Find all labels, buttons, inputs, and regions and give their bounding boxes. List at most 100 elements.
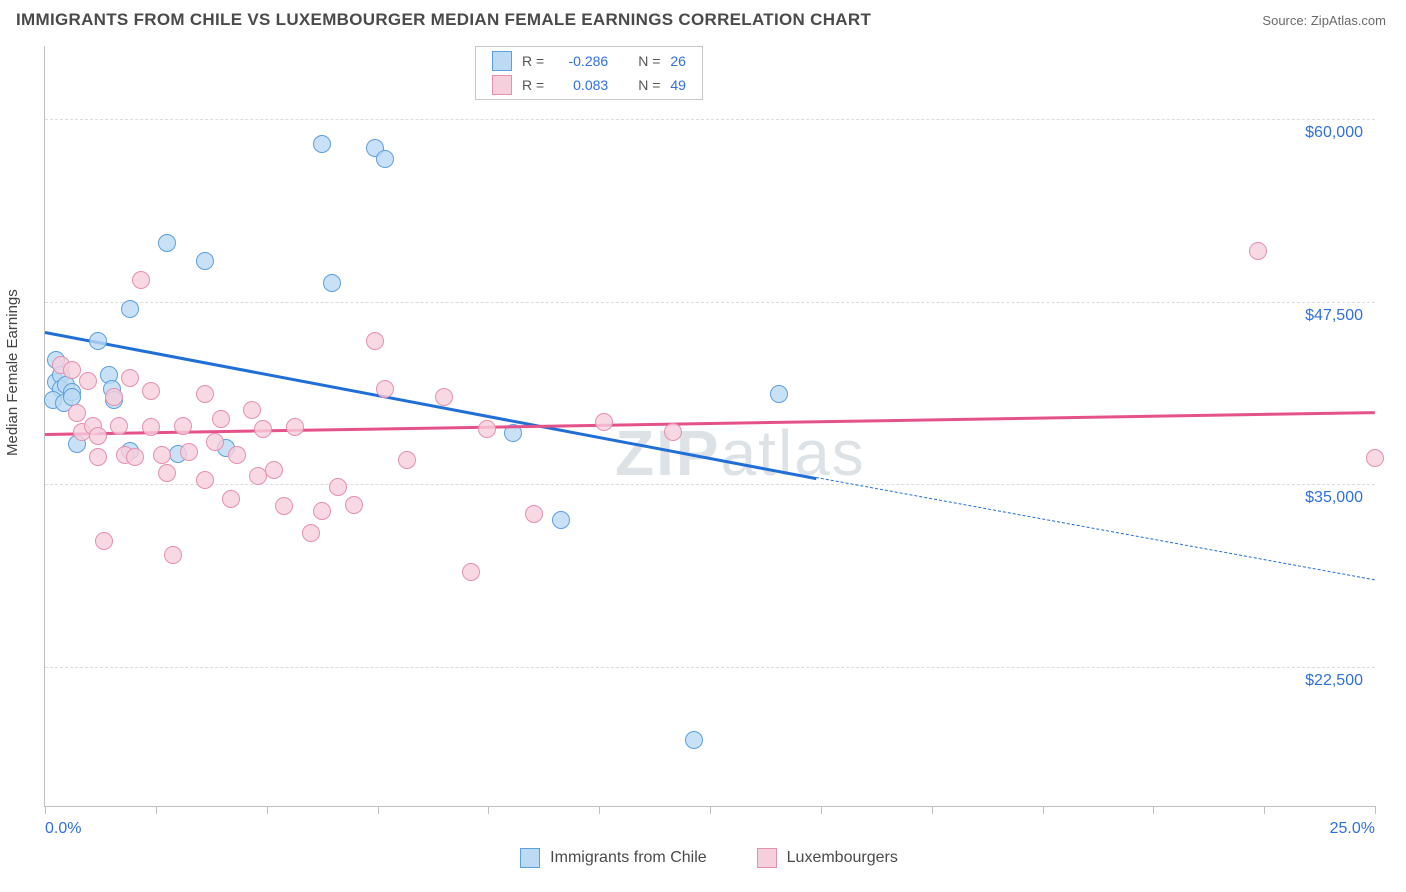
x-tick	[156, 806, 157, 814]
data-point	[228, 446, 246, 464]
data-point	[89, 427, 107, 445]
data-point	[105, 388, 123, 406]
legend-swatch	[492, 51, 512, 71]
legend-swatch	[492, 75, 512, 95]
legend-swatch	[520, 848, 540, 868]
data-point	[180, 443, 198, 461]
data-point	[323, 274, 341, 292]
data-point	[206, 433, 224, 451]
r-value: -0.286	[554, 53, 608, 69]
data-point	[345, 496, 363, 514]
legend-label: Luxembourgers	[787, 849, 898, 867]
r-value: 0.083	[554, 77, 608, 93]
data-point	[158, 234, 176, 252]
data-point	[313, 502, 331, 520]
data-point	[275, 497, 293, 515]
data-point	[121, 300, 139, 318]
data-point	[435, 388, 453, 406]
plot-area: R =-0.286N =26R =0.083N =49 ZIPatlas $22…	[44, 46, 1375, 807]
r-label: R =	[522, 77, 544, 93]
x-tick	[488, 806, 489, 814]
data-point	[770, 385, 788, 403]
stats-row: R = -0.286 N = 26	[476, 49, 702, 73]
x-tick	[710, 806, 711, 814]
data-point	[376, 380, 394, 398]
data-point	[478, 420, 496, 438]
data-point	[313, 135, 331, 153]
data-point	[595, 413, 613, 431]
data-point	[462, 563, 480, 581]
data-point	[142, 382, 160, 400]
x-tick	[267, 806, 268, 814]
data-point	[174, 417, 192, 435]
header: IMMIGRANTS FROM CHILE VS LUXEMBOURGER ME…	[0, 0, 1406, 36]
data-point	[164, 546, 182, 564]
legend-label: Immigrants from Chile	[550, 849, 706, 867]
data-point	[366, 332, 384, 350]
gridline	[45, 119, 1375, 120]
x-tick	[378, 806, 379, 814]
x-tick	[1375, 806, 1376, 814]
gridline	[45, 484, 1375, 485]
data-point	[132, 271, 150, 289]
stats-box: R = -0.286 N = 26 R = 0.083 N = 49	[475, 46, 703, 100]
data-point	[664, 423, 682, 441]
y-tick-label: $60,000	[1305, 124, 1363, 142]
source-value: ZipAtlas.com	[1311, 13, 1386, 28]
x-tick	[1043, 806, 1044, 814]
y-axis-label: Median Female Earnings	[4, 289, 21, 456]
r-label: R =	[522, 53, 544, 69]
y-tick-label: $22,500	[1305, 672, 1363, 690]
data-point	[525, 505, 543, 523]
data-point	[329, 478, 347, 496]
data-point	[153, 446, 171, 464]
n-value: 49	[670, 77, 686, 93]
regression-line	[816, 477, 1375, 580]
x-tick	[1153, 806, 1154, 814]
data-point	[89, 332, 107, 350]
x-tick	[599, 806, 600, 814]
x-tick	[1264, 806, 1265, 814]
data-point	[552, 511, 570, 529]
data-point	[243, 401, 261, 419]
gridline	[45, 667, 1375, 668]
data-point	[196, 385, 214, 403]
data-point	[376, 150, 394, 168]
data-point	[126, 448, 144, 466]
n-label: N =	[638, 53, 660, 69]
data-point	[254, 420, 272, 438]
data-point	[222, 490, 240, 508]
stats-row: R = 0.083 N = 49	[476, 73, 702, 97]
data-point	[121, 369, 139, 387]
legend-item: Luxembourgers	[757, 848, 898, 868]
gridline	[45, 302, 1375, 303]
legend-item: Immigrants from Chile	[520, 848, 706, 868]
n-label: N =	[638, 77, 660, 93]
x-tick	[45, 806, 46, 814]
legend: Immigrants from Chile Luxembourgers	[44, 848, 1374, 868]
data-point	[110, 417, 128, 435]
data-point	[196, 471, 214, 489]
x-tick	[932, 806, 933, 814]
page-title: IMMIGRANTS FROM CHILE VS LUXEMBOURGER ME…	[16, 10, 871, 30]
source-attribution: Source: ZipAtlas.com	[1262, 13, 1386, 28]
data-point	[89, 448, 107, 466]
chart-container: Median Female Earnings R =-0.286N =26R =…	[0, 36, 1406, 886]
n-value: 26	[670, 53, 686, 69]
data-point	[1366, 449, 1384, 467]
data-point	[398, 451, 416, 469]
data-point	[95, 532, 113, 550]
data-point	[212, 410, 230, 428]
data-point	[286, 418, 304, 436]
legend-swatch	[757, 848, 777, 868]
y-tick-label: $35,000	[1305, 489, 1363, 507]
data-point	[265, 461, 283, 479]
data-point	[302, 524, 320, 542]
x-tick	[821, 806, 822, 814]
source-label: Source:	[1262, 13, 1307, 28]
x-tick-label: 25.0%	[1330, 820, 1375, 838]
data-point	[685, 731, 703, 749]
data-point	[1249, 242, 1267, 260]
x-tick-label: 0.0%	[45, 820, 81, 838]
data-point	[63, 361, 81, 379]
